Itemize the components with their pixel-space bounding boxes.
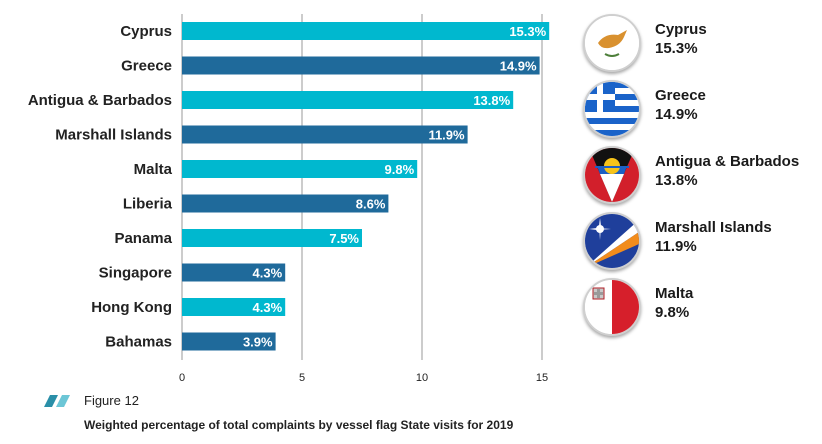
legend-item-marshall: Marshall Islands 11.9% xyxy=(583,212,819,278)
category-label: Bahamas xyxy=(105,334,172,351)
legend-name: Malta xyxy=(655,285,694,302)
legend-value: 13.8% xyxy=(655,172,698,189)
figure-title: Weighted percentage of total complaints … xyxy=(84,418,514,432)
value-label: 13.8% xyxy=(473,93,510,108)
bar xyxy=(182,263,286,282)
flag-legend: Cyprus 15.3% Greece 14.9% xyxy=(583,14,819,344)
category-label: Marshall Islands xyxy=(55,127,172,144)
legend-value: 15.3% xyxy=(655,40,698,57)
bar xyxy=(182,229,362,247)
x-tick-label: 5 xyxy=(299,372,305,384)
value-label: 7.5% xyxy=(329,231,359,246)
category-label: Greece xyxy=(121,58,172,75)
category-label: Liberia xyxy=(123,196,173,213)
x-tick-label: 15 xyxy=(536,372,548,384)
figure-number: Figure 12 xyxy=(84,393,139,408)
value-label: 15.3% xyxy=(509,24,546,39)
x-tick-label: 10 xyxy=(416,372,428,384)
bar xyxy=(182,160,418,178)
legend-name: Greece xyxy=(655,87,706,104)
category-label: Hong Kong xyxy=(91,299,172,316)
category-label: Malta xyxy=(134,161,173,178)
bar xyxy=(182,298,286,316)
category-label: Antigua & Barbados xyxy=(28,92,172,109)
legend-name: Cyprus xyxy=(655,21,707,38)
legend-value: 14.9% xyxy=(655,106,698,123)
legend-name: Marshall Islands xyxy=(655,219,772,236)
category-label: Singapore xyxy=(99,265,172,282)
bar xyxy=(182,22,550,40)
bar xyxy=(182,332,276,351)
value-label: 11.9% xyxy=(428,128,465,143)
value-label: 4.3% xyxy=(253,266,283,281)
antigua-barbuda-flag-icon xyxy=(583,146,641,204)
malta-flag-icon xyxy=(583,278,641,336)
bar xyxy=(182,125,468,144)
value-label: 9.8% xyxy=(385,162,415,177)
bar xyxy=(182,56,540,75)
legend-item-cyprus: Cyprus 15.3% xyxy=(583,14,819,80)
value-label: 4.3% xyxy=(253,300,283,315)
legend-item-antigua: Antigua & Barbados 13.8% xyxy=(583,146,819,212)
category-label: Cyprus xyxy=(120,23,172,40)
value-label: 8.6% xyxy=(356,197,386,212)
legend-item-greece: Greece 14.9% xyxy=(583,80,819,146)
marshall-islands-flag-icon xyxy=(583,212,641,270)
cyprus-flag-icon xyxy=(583,14,641,72)
value-label: 14.9% xyxy=(500,59,537,74)
legend-value: 11.9% xyxy=(655,238,697,255)
category-label: Panama xyxy=(114,230,172,247)
bar xyxy=(182,91,514,109)
legend-name: Antigua & Barbados xyxy=(655,153,800,170)
legend-item-malta: Malta 9.8% xyxy=(583,278,819,344)
legend-value: 9.8% xyxy=(655,304,690,321)
figure-slash-icon xyxy=(44,395,70,407)
bar xyxy=(182,194,389,213)
x-tick-label: 0 xyxy=(179,372,185,384)
greece-flag-icon xyxy=(583,80,641,138)
bar-chart: Cyprus 15.3% Greece 14.9% Antigua & Barbados… xyxy=(28,14,550,384)
value-label: 3.9% xyxy=(243,335,273,350)
